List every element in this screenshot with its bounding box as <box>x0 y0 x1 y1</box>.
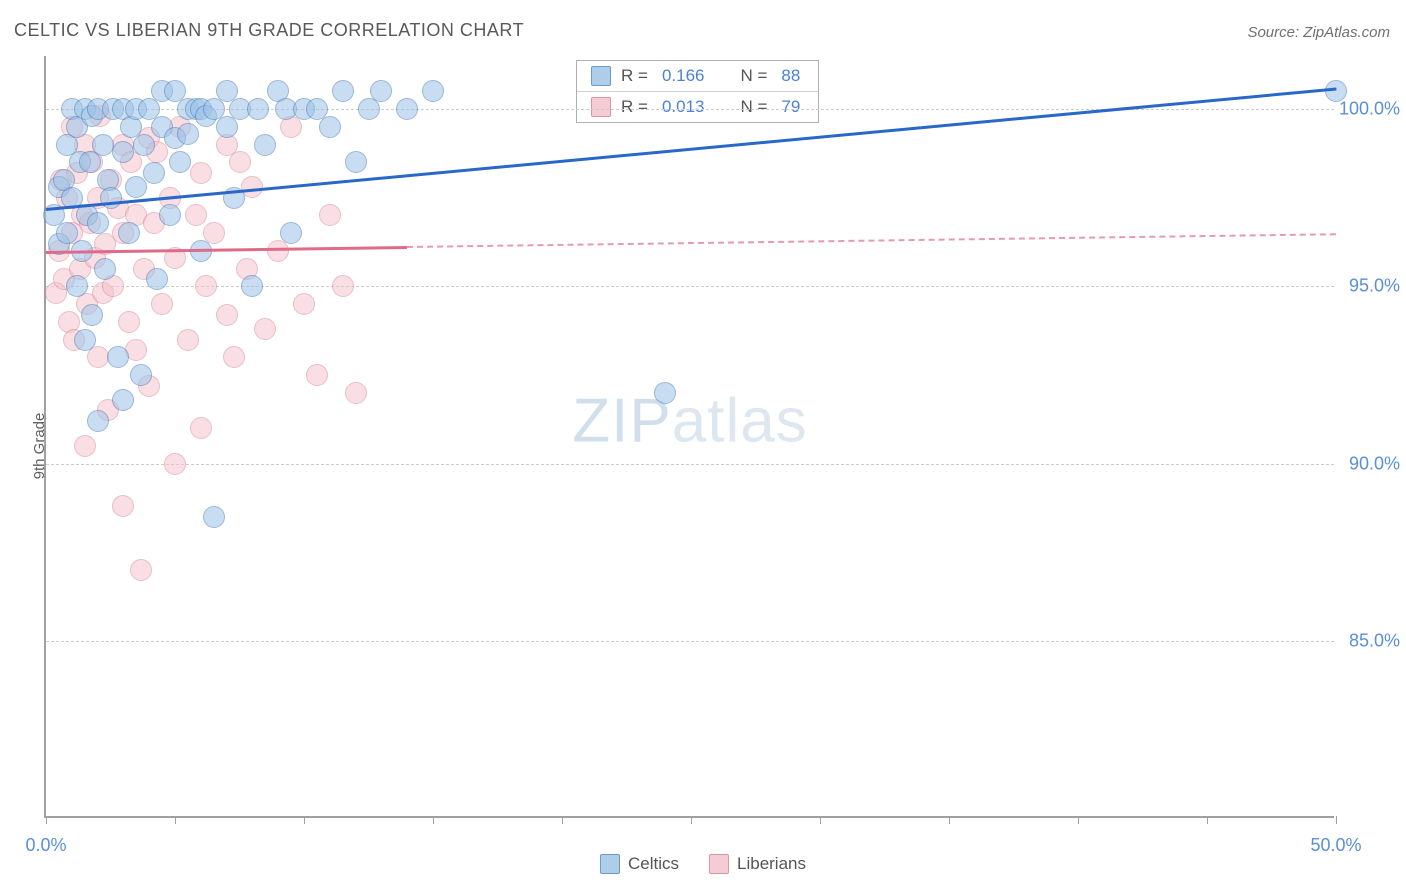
data-point <box>319 204 341 226</box>
legend-n-label: N = <box>740 97 767 117</box>
x-tick <box>691 816 692 824</box>
gridline <box>46 286 1334 287</box>
data-point <box>216 304 238 326</box>
data-point <box>151 293 173 315</box>
data-point <box>164 453 186 475</box>
x-tick <box>820 816 821 824</box>
data-point <box>247 98 269 120</box>
data-point <box>112 495 134 517</box>
data-point <box>146 268 168 290</box>
gridline <box>46 641 1334 642</box>
data-point <box>159 204 181 226</box>
data-point <box>169 151 191 173</box>
data-point <box>370 80 392 102</box>
x-tick <box>1336 816 1337 824</box>
data-point <box>118 311 140 333</box>
data-point <box>87 410 109 432</box>
data-point <box>195 275 217 297</box>
legend-label: Celtics <box>628 854 679 874</box>
y-tick-label: 100.0% <box>1339 99 1400 120</box>
legend-item: Celtics <box>600 854 679 874</box>
data-point <box>125 176 147 198</box>
legend-item: Liberians <box>709 854 806 874</box>
x-tick <box>1207 816 1208 824</box>
data-point <box>74 329 96 351</box>
data-point <box>177 123 199 145</box>
x-tick-label: 0.0% <box>25 835 66 856</box>
legend-n-value: 79 <box>781 97 800 117</box>
legend-row: R = 0.013 N = 79 <box>577 92 818 122</box>
data-point <box>190 162 212 184</box>
data-point <box>306 364 328 386</box>
series-legend: Celtics Liberians <box>600 854 806 874</box>
x-tick <box>46 816 47 824</box>
legend-n-label: N = <box>740 66 767 86</box>
data-point <box>130 364 152 386</box>
x-tick <box>1078 816 1079 824</box>
y-tick-label: 85.0% <box>1349 630 1400 651</box>
data-point <box>112 389 134 411</box>
legend-swatch <box>591 66 611 86</box>
gridline <box>46 464 1334 465</box>
data-point <box>185 204 207 226</box>
x-tick <box>175 816 176 824</box>
data-point <box>345 151 367 173</box>
data-point <box>1325 80 1347 102</box>
data-point <box>332 80 354 102</box>
x-tick <box>949 816 950 824</box>
data-point <box>223 346 245 368</box>
data-point <box>203 506 225 528</box>
data-point <box>229 151 251 173</box>
data-point <box>87 212 109 234</box>
data-point <box>118 222 140 244</box>
scatter-plot: ZIPatlas R =0.166N =88R =0.013N =79 85.0… <box>44 56 1334 818</box>
x-tick <box>433 816 434 824</box>
data-point <box>190 417 212 439</box>
y-tick-label: 95.0% <box>1349 276 1400 297</box>
data-point <box>87 346 109 368</box>
data-point <box>280 222 302 244</box>
data-point <box>254 134 276 156</box>
data-point <box>74 435 96 457</box>
data-point <box>345 382 367 404</box>
data-point <box>94 258 116 280</box>
legend-swatch <box>709 854 729 874</box>
watermark: ZIPatlas <box>572 385 807 456</box>
legend-swatch <box>591 97 611 117</box>
x-tick <box>304 816 305 824</box>
data-point <box>396 98 418 120</box>
legend-r-value: 0.013 <box>662 97 705 117</box>
legend-label: Liberians <box>737 854 806 874</box>
source-attribution: Source: ZipAtlas.com <box>1247 24 1390 41</box>
x-tick-label: 50.0% <box>1310 835 1361 856</box>
trend-line <box>407 233 1336 248</box>
data-point <box>56 222 78 244</box>
legend-r-label: R = <box>621 97 648 117</box>
data-point <box>332 275 354 297</box>
data-point <box>81 304 103 326</box>
data-point <box>107 346 129 368</box>
data-point <box>92 134 114 156</box>
data-point <box>241 275 263 297</box>
legend-r-value: 0.166 <box>662 66 705 86</box>
data-point <box>177 329 199 351</box>
legend-n-value: 88 <box>781 66 800 86</box>
data-point <box>112 141 134 163</box>
data-point <box>133 134 155 156</box>
data-point <box>130 559 152 581</box>
correlation-legend: R = 0.166 N = 88 R = 0.013 N = 79 <box>576 60 819 123</box>
data-point <box>143 162 165 184</box>
x-tick <box>562 816 563 824</box>
data-point <box>66 275 88 297</box>
legend-swatch <box>600 854 620 874</box>
data-point <box>319 116 341 138</box>
legend-row: R = 0.166 N = 88 <box>577 61 818 92</box>
legend-r-label: R = <box>621 66 648 86</box>
y-tick-label: 90.0% <box>1349 453 1400 474</box>
data-point <box>422 80 444 102</box>
data-point <box>293 293 315 315</box>
data-point <box>254 318 276 340</box>
data-point <box>654 382 676 404</box>
chart-title: CELTIC VS LIBERIAN 9TH GRADE CORRELATION… <box>14 20 524 41</box>
